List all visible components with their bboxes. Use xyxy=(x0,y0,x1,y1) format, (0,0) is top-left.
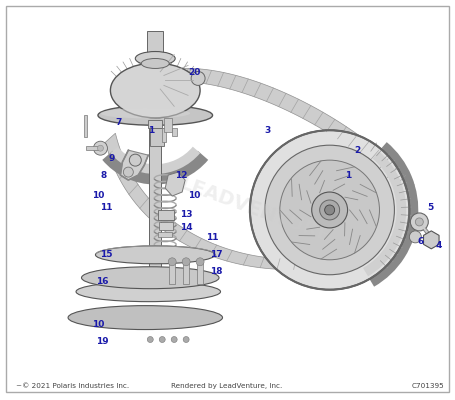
Text: C701395: C701395 xyxy=(411,383,444,389)
Text: 6: 6 xyxy=(417,237,424,246)
Text: LEADVENTURE: LEADVENTURE xyxy=(177,174,333,246)
Circle shape xyxy=(415,218,423,226)
Bar xyxy=(147,30,163,58)
Ellipse shape xyxy=(142,58,169,68)
Text: 20: 20 xyxy=(188,68,201,77)
Text: 17: 17 xyxy=(210,250,222,259)
Ellipse shape xyxy=(76,282,221,302)
Circle shape xyxy=(280,160,379,260)
Circle shape xyxy=(325,205,334,215)
Circle shape xyxy=(410,213,428,231)
Text: Rendered by LeadVenture, Inc.: Rendered by LeadVenture, Inc. xyxy=(172,383,283,389)
Text: 5: 5 xyxy=(427,204,434,212)
Bar xyxy=(150,128,164,146)
Ellipse shape xyxy=(96,246,215,264)
Text: 15: 15 xyxy=(101,250,113,259)
Bar xyxy=(158,232,172,237)
Circle shape xyxy=(320,200,339,220)
Text: ~© 2021 Polaris Industries Inc.: ~© 2021 Polaris Industries Inc. xyxy=(16,383,129,389)
Circle shape xyxy=(159,336,165,342)
Ellipse shape xyxy=(101,108,190,118)
Bar xyxy=(162,128,166,142)
Text: 1: 1 xyxy=(344,170,351,180)
Ellipse shape xyxy=(68,306,222,330)
Circle shape xyxy=(129,154,142,166)
Bar xyxy=(149,115,161,275)
Bar xyxy=(164,118,172,132)
Text: 19: 19 xyxy=(96,337,109,346)
Text: 10: 10 xyxy=(92,190,105,200)
Circle shape xyxy=(196,258,204,266)
Text: 10: 10 xyxy=(188,190,201,200)
Bar xyxy=(85,115,87,137)
Polygon shape xyxy=(106,133,394,270)
Circle shape xyxy=(168,258,176,266)
Text: 16: 16 xyxy=(96,277,109,286)
Polygon shape xyxy=(150,68,415,195)
Text: 1: 1 xyxy=(148,126,155,135)
Bar xyxy=(86,146,101,150)
Circle shape xyxy=(123,167,133,177)
Text: 14: 14 xyxy=(180,224,193,232)
Bar xyxy=(159,222,173,230)
Circle shape xyxy=(312,192,348,228)
Circle shape xyxy=(183,336,189,342)
Circle shape xyxy=(93,141,107,155)
Polygon shape xyxy=(121,150,148,180)
Ellipse shape xyxy=(111,63,200,118)
Circle shape xyxy=(265,145,394,275)
Text: 12: 12 xyxy=(175,170,187,180)
Ellipse shape xyxy=(98,105,212,125)
Ellipse shape xyxy=(81,267,219,289)
Text: 11: 11 xyxy=(101,204,113,212)
Circle shape xyxy=(182,258,190,266)
Bar xyxy=(169,262,175,284)
Text: 4: 4 xyxy=(435,241,442,250)
Text: 2: 2 xyxy=(354,146,361,155)
Text: 9: 9 xyxy=(108,154,115,163)
Bar xyxy=(172,128,177,136)
Bar xyxy=(148,120,162,128)
Ellipse shape xyxy=(135,52,175,66)
Bar xyxy=(197,262,203,284)
Circle shape xyxy=(250,130,410,290)
Text: 8: 8 xyxy=(101,170,106,180)
Circle shape xyxy=(147,336,153,342)
Text: 13: 13 xyxy=(180,210,192,220)
Circle shape xyxy=(191,72,205,85)
Text: 10: 10 xyxy=(92,320,105,329)
Circle shape xyxy=(410,231,421,243)
Text: 7: 7 xyxy=(116,118,122,127)
Bar xyxy=(183,262,189,284)
Text: 11: 11 xyxy=(206,233,218,242)
Text: 18: 18 xyxy=(210,267,222,276)
Circle shape xyxy=(171,336,177,342)
Polygon shape xyxy=(165,172,185,196)
Circle shape xyxy=(97,145,103,151)
Bar xyxy=(158,210,174,220)
Text: 3: 3 xyxy=(265,126,271,135)
